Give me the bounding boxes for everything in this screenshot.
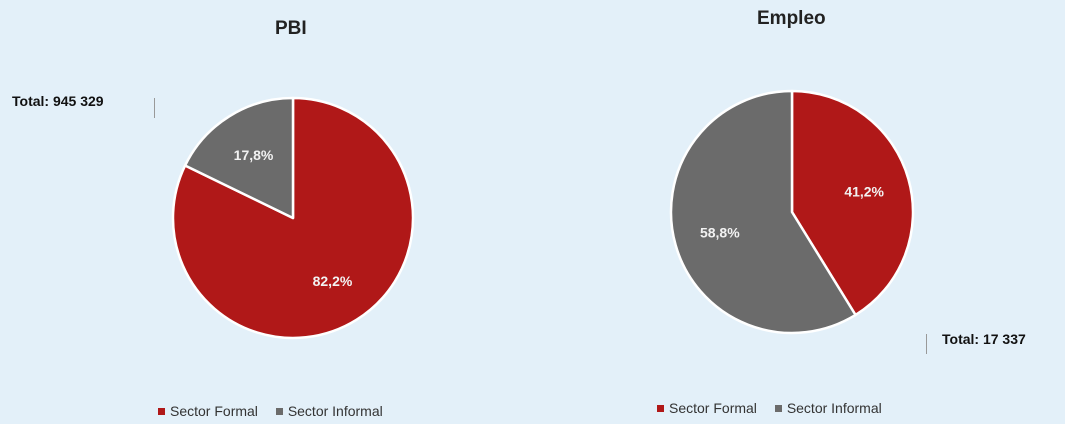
total-label-pbi: Total: 945 329	[12, 93, 104, 109]
data-label-pbi-informal: 17,8%	[234, 147, 274, 163]
total-label-empleo: Total: 17 337	[942, 331, 1026, 347]
chart-title-empleo: Empleo	[757, 8, 826, 29]
chart-title-pbi: PBI	[275, 18, 307, 39]
legend-swatch-informal	[774, 404, 782, 412]
data-label-pbi-formal: 82,2%	[313, 273, 353, 289]
legend-swatch-formal	[657, 404, 664, 412]
total-pbi-divider	[154, 98, 155, 118]
legend-item-formal: Sector Formal	[657, 400, 757, 416]
data-label-empleo-formal: 41,2%	[844, 184, 884, 200]
legend-label: Sector Formal	[170, 403, 258, 419]
total-empleo-divider	[926, 334, 927, 354]
pie-slice-empleo-informal	[669, 89, 857, 335]
data-label-empleo-informal: 58,8%	[700, 224, 740, 240]
legend-pbi: Sector Formal Sector Informal	[158, 403, 397, 419]
legend-label: Sector Informal	[287, 403, 383, 419]
legend-swatch-informal	[275, 407, 283, 415]
legend-swatch-formal	[158, 407, 165, 415]
legend-item-informal: Sector Informal	[774, 400, 882, 416]
legend-empleo: Sector Formal Sector Informal	[657, 400, 896, 416]
legend-item-formal: Sector Formal	[158, 403, 258, 419]
legend-item-informal: Sector Informal	[275, 403, 383, 419]
pie-slice-pbi-formal	[171, 96, 415, 340]
legend-label: Sector Informal	[786, 400, 882, 416]
pie-slice-pbi-informal	[183, 96, 295, 220]
legend-label: Sector Formal	[669, 400, 757, 416]
